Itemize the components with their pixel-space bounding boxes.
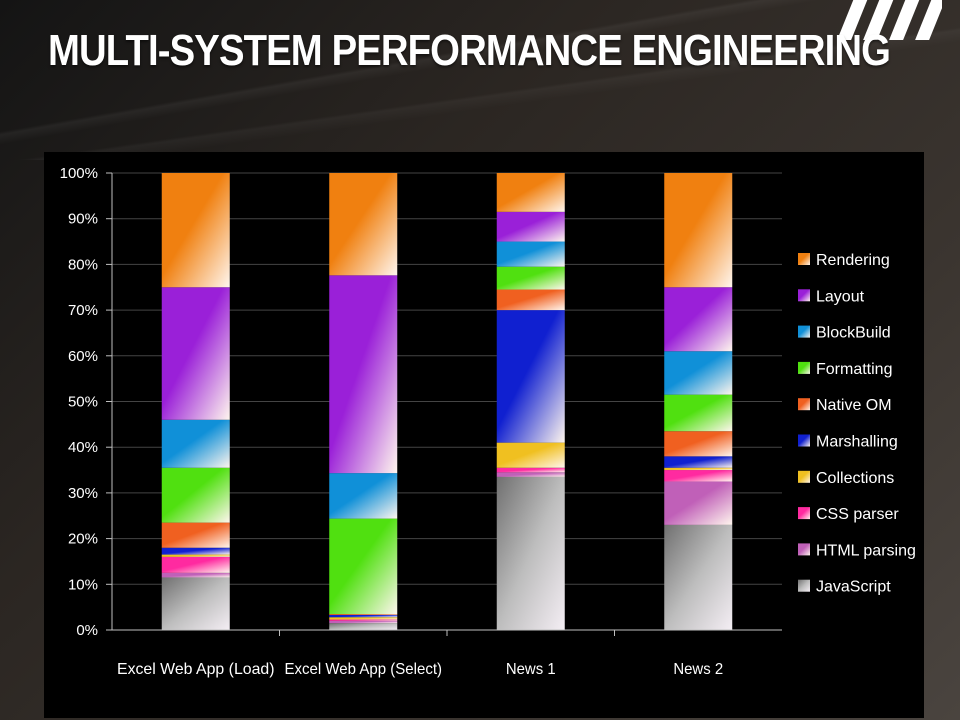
legend-label-javascript: JavaScript [816, 579, 891, 596]
legend-swatch-css-parser [798, 507, 810, 520]
bar-layout-news-1 [496, 211, 565, 242]
legend-label-html-parsing: HTML parsing [816, 542, 916, 559]
bar-marshalling-news-1 [496, 310, 565, 443]
y-tick-label: 70% [68, 302, 98, 319]
bar-rendering-excel-web-app-load [161, 173, 230, 288]
bar-css-parser-news-2 [664, 470, 733, 482]
bar-javascript-excel-web-app-load [161, 577, 230, 630]
legend-label-rendering: Rendering [816, 252, 890, 269]
bar-marshalling-news-2 [664, 456, 733, 468]
x-tick-label: Excel Web App (Load) [117, 661, 275, 678]
bar-css-parser-excel-web-app-load [161, 556, 230, 573]
bar-blockbuild-excel-web-app-select [329, 473, 398, 519]
bar-blockbuild-excel-web-app-load [161, 419, 230, 468]
bar-marshalling-excel-web-app-load [161, 547, 230, 555]
bar-layout-news-2 [664, 287, 733, 352]
bar-rendering-news-2 [664, 173, 733, 288]
y-tick-label: 50% [68, 394, 98, 411]
y-tick-label: 40% [68, 439, 98, 456]
bar-collections-excel-web-app-select [329, 617, 398, 620]
bar-native-om-excel-web-app-load [161, 522, 230, 548]
y-tick-label: 60% [68, 348, 98, 365]
bar-html-parsing-news-2 [664, 481, 733, 525]
bar-native-om-excel-web-app-select [329, 614, 398, 615]
bar-css-parser-news-1 [496, 467, 565, 473]
legend-swatch-blockbuild [798, 325, 810, 338]
bar-marshalling-excel-web-app-select [329, 614, 398, 618]
y-tick-label: 0% [76, 622, 98, 639]
slide-title: MULTI-SYSTEM PERFORMANCE ENGINEERING [48, 26, 891, 75]
bar-blockbuild-news-2 [664, 351, 733, 395]
bar-layout-excel-web-app-load [161, 287, 230, 420]
x-tick-label: News 2 [673, 661, 723, 678]
bar-javascript-news-1 [496, 476, 565, 630]
y-tick-label: 90% [68, 211, 98, 228]
bar-collections-news-1 [496, 442, 565, 468]
bar-formatting-news-1 [496, 266, 565, 290]
legend-swatch-javascript [798, 579, 810, 592]
bar-formatting-excel-web-app-select [329, 518, 398, 615]
legend-swatch-collections [798, 470, 810, 483]
bar-html-parsing-news-1 [496, 472, 565, 477]
legend-label-formatting: Formatting [816, 361, 892, 378]
bar-blockbuild-news-1 [496, 241, 565, 267]
bar-javascript-excel-web-app-select [329, 623, 398, 630]
legend-swatch-html-parsing [798, 543, 810, 556]
legend: Rendering Layout BlockBuild Formatting Nativ… [798, 252, 916, 596]
legend-swatch-rendering [798, 253, 810, 265]
bar-html-parsing-excel-web-app-load [161, 572, 230, 578]
bar-stacks [161, 173, 733, 630]
bar-html-parsing-excel-web-app-select [329, 620, 398, 624]
x-tick-label: Excel Web App (Select) [285, 661, 443, 678]
bar-formatting-excel-web-app-load [161, 467, 230, 523]
bar-javascript-news-2 [664, 524, 733, 630]
bar-collections-news-2 [664, 467, 733, 471]
bar-css-parser-excel-web-app-select [329, 619, 398, 621]
legend-swatch-layout [798, 289, 810, 302]
legend-label-collections: Collections [816, 470, 894, 487]
legend-swatch-formatting [798, 361, 810, 374]
legend-label-native-om: Native OM [816, 397, 892, 414]
y-tick-label: 30% [68, 485, 98, 502]
legend-label-blockbuild: BlockBuild [816, 325, 891, 342]
y-tick-label: 10% [68, 576, 98, 593]
bar-collections-excel-web-app-load [161, 554, 230, 557]
bar-rendering-excel-web-app-select [329, 173, 398, 276]
axes: 0% 10% 20% 30% 40% 50% 60% 70% 80% 90% 100% Excel W… [60, 165, 782, 678]
legend-label-css-parser: CSS parser [816, 506, 899, 523]
y-tick-label: 80% [68, 256, 98, 273]
bar-formatting-news-2 [664, 394, 733, 432]
legend-label-marshalling: Marshalling [816, 434, 898, 451]
legend-swatch-native-om [798, 398, 810, 411]
legend-swatch-marshalling [798, 434, 810, 447]
legend-label-layout: Layout [816, 288, 865, 305]
x-tick-label: News 1 [506, 661, 556, 678]
bar-rendering-news-1 [496, 173, 565, 212]
y-tick-label: 20% [68, 531, 98, 548]
bar-native-om-news-1 [496, 289, 565, 311]
bar-native-om-news-2 [664, 431, 733, 457]
y-tick-label: 100% [60, 165, 98, 182]
bar-layout-excel-web-app-select [329, 275, 398, 474]
